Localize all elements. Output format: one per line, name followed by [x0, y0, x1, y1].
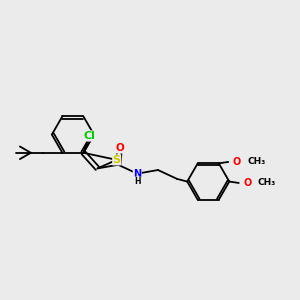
Text: H: H [134, 177, 140, 186]
Text: O: O [115, 143, 124, 153]
Text: CH₃: CH₃ [247, 158, 266, 166]
Text: CH₃: CH₃ [258, 178, 276, 188]
Text: Cl: Cl [84, 131, 95, 141]
Text: N: N [133, 169, 141, 179]
Text: S: S [113, 155, 121, 165]
Text: O: O [243, 178, 251, 188]
Text: O: O [232, 157, 241, 167]
